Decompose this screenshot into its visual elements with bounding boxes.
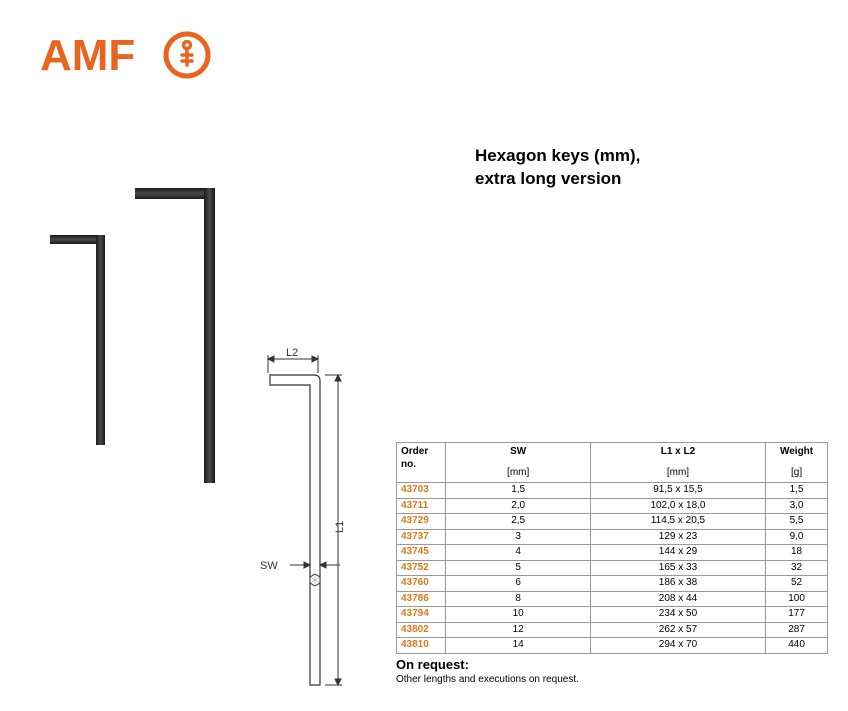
col-header-l1l2: L1 x L2 [mm]	[590, 443, 765, 483]
cell-l1l2: 262 x 57	[590, 622, 765, 638]
hex-key-small	[50, 235, 105, 445]
cell-wt: 18	[766, 545, 828, 561]
cell-l1l2: 91,5 x 15,5	[590, 483, 765, 499]
col-header-sw: SW [mm]	[446, 443, 590, 483]
title-line1: Hexagon keys (mm),	[475, 145, 640, 168]
table-row: 437868208 x 44100	[397, 591, 828, 607]
on-request-note: Other lengths and executions on request.	[396, 674, 828, 685]
l1-label: L1	[334, 521, 346, 533]
table-row: 4381014294 x 70440	[397, 638, 828, 654]
cell-order: 43760	[397, 576, 446, 592]
cell-l1l2: 144 x 29	[590, 545, 765, 561]
cell-wt: 1,5	[766, 483, 828, 499]
cell-l1l2: 129 x 23	[590, 529, 765, 545]
table-header-row: Order no. SW [mm] L1 x L2 [mm] Weight [g…	[397, 443, 828, 483]
brand-text: AMF	[40, 31, 135, 80]
table-row: 437373129 x 239,0	[397, 529, 828, 545]
cell-wt: 177	[766, 607, 828, 623]
table-row: 4379410234 x 50177	[397, 607, 828, 623]
cell-sw: 8	[446, 591, 590, 607]
cell-sw: 14	[446, 638, 590, 654]
cell-sw: 4	[446, 545, 590, 561]
brand-logo: AMF	[40, 25, 215, 90]
cell-order: 43703	[397, 483, 446, 499]
cell-sw: 2,5	[446, 514, 590, 530]
spec-table: Order no. SW [mm] L1 x L2 [mm] Weight [g…	[396, 442, 828, 654]
cell-l1l2: 114,5 x 20,5	[590, 514, 765, 530]
product-title: Hexagon keys (mm), extra long version	[475, 145, 640, 191]
spec-table-container: Order no. SW [mm] L1 x L2 [mm] Weight [g…	[396, 442, 828, 685]
hex-key-large	[135, 188, 215, 483]
cell-l1l2: 186 x 38	[590, 576, 765, 592]
table-row: 4380212262 x 57287	[397, 622, 828, 638]
table-row: 437606186 x 3852	[397, 576, 828, 592]
col-header-order: Order no.	[397, 443, 446, 483]
cell-wt: 9,0	[766, 529, 828, 545]
cell-order: 43802	[397, 622, 446, 638]
cell-wt: 52	[766, 576, 828, 592]
cell-l1l2: 234 x 50	[590, 607, 765, 623]
cell-l1l2: 208 x 44	[590, 591, 765, 607]
technical-drawing: L2 L1 SW	[240, 345, 380, 700]
col-header-weight: Weight [g]	[766, 443, 828, 483]
cell-wt: 32	[766, 560, 828, 576]
cell-l1l2: 165 x 33	[590, 560, 765, 576]
cell-sw: 12	[446, 622, 590, 638]
table-row: 437112,0102,0 x 18,03,0	[397, 498, 828, 514]
cell-sw: 1,5	[446, 483, 590, 499]
table-body: 437031,591,5 x 15,51,5 437112,0102,0 x 1…	[397, 483, 828, 654]
cell-sw: 10	[446, 607, 590, 623]
product-image	[40, 180, 240, 495]
cell-order: 43810	[397, 638, 446, 654]
cell-wt: 100	[766, 591, 828, 607]
cell-order: 43711	[397, 498, 446, 514]
cell-sw: 5	[446, 560, 590, 576]
cell-wt: 287	[766, 622, 828, 638]
cell-l1l2: 102,0 x 18,0	[590, 498, 765, 514]
table-row: 437292,5114,5 x 20,55,5	[397, 514, 828, 530]
cell-sw: 6	[446, 576, 590, 592]
cell-order: 43737	[397, 529, 446, 545]
table-row: 437454144 x 2918	[397, 545, 828, 561]
cell-order: 43752	[397, 560, 446, 576]
cell-wt: 440	[766, 638, 828, 654]
on-request-heading: On request:	[396, 657, 828, 672]
cell-wt: 3,0	[766, 498, 828, 514]
table-row: 437525165 x 3332	[397, 560, 828, 576]
cell-sw: 3	[446, 529, 590, 545]
cell-order: 43729	[397, 514, 446, 530]
sw-label: SW	[260, 560, 278, 572]
title-line2: extra long version	[475, 168, 640, 191]
cell-order: 43745	[397, 545, 446, 561]
cell-order: 43786	[397, 591, 446, 607]
table-row: 437031,591,5 x 15,51,5	[397, 483, 828, 499]
l2-label: L2	[286, 347, 298, 359]
cell-order: 43794	[397, 607, 446, 623]
cell-l1l2: 294 x 70	[590, 638, 765, 654]
cell-sw: 2,0	[446, 498, 590, 514]
cell-wt: 5,5	[766, 514, 828, 530]
